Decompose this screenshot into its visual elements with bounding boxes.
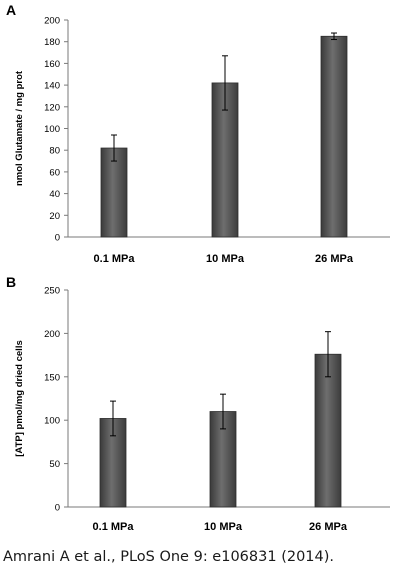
y-tick-label: 20 <box>49 211 60 222</box>
bar <box>100 147 128 238</box>
y-tick-label: 100 <box>44 124 60 135</box>
category-label: 0.1 MPa <box>93 521 135 533</box>
category-label: 10 MPa <box>206 253 245 265</box>
y-tick-label: 0 <box>55 233 60 244</box>
y-tick-label: 0 <box>55 503 60 514</box>
y-tick-label: 120 <box>44 102 60 113</box>
panel-letter: B <box>6 274 16 290</box>
panel-a-chart: A 0 20 40 60 80 100 120 140 160 180 200 nmol Glutama… <box>6 2 390 265</box>
y-tick-label: 40 <box>49 189 60 200</box>
y-axis-label: nmol Glutamate / mg prot <box>14 70 25 186</box>
y-tick-label: 150 <box>44 372 60 383</box>
panel-letter: A <box>6 2 16 18</box>
y-tick-label: 200 <box>44 329 60 340</box>
citation-text: Amrani A et al., PLoS One 9: e106831 (20… <box>3 549 335 565</box>
panel-b-chart: B 0 50 100 150 200 250 [ATP] pmol/mg dried cell… <box>6 274 390 533</box>
y-tick-label: 100 <box>44 416 60 427</box>
category-label: 26 MPa <box>309 521 348 533</box>
category-label: 0.1 MPa <box>94 253 136 265</box>
category-label: 26 MPa <box>315 253 354 265</box>
y-tick-label: 180 <box>44 37 60 48</box>
y-tick-label: 200 <box>44 16 60 27</box>
bar <box>320 35 348 238</box>
y-tick-label: 140 <box>44 81 60 92</box>
y-axis-label: [ATP] pmol/mg dried cells <box>14 340 25 456</box>
y-tick-label: 160 <box>44 59 60 70</box>
y-tick-label: 80 <box>49 146 60 157</box>
bar <box>314 353 342 508</box>
y-tick-label: 50 <box>49 459 60 470</box>
category-label: 10 MPa <box>204 521 243 533</box>
y-tick-label: 60 <box>49 167 60 178</box>
y-tick-label: 250 <box>44 286 60 297</box>
